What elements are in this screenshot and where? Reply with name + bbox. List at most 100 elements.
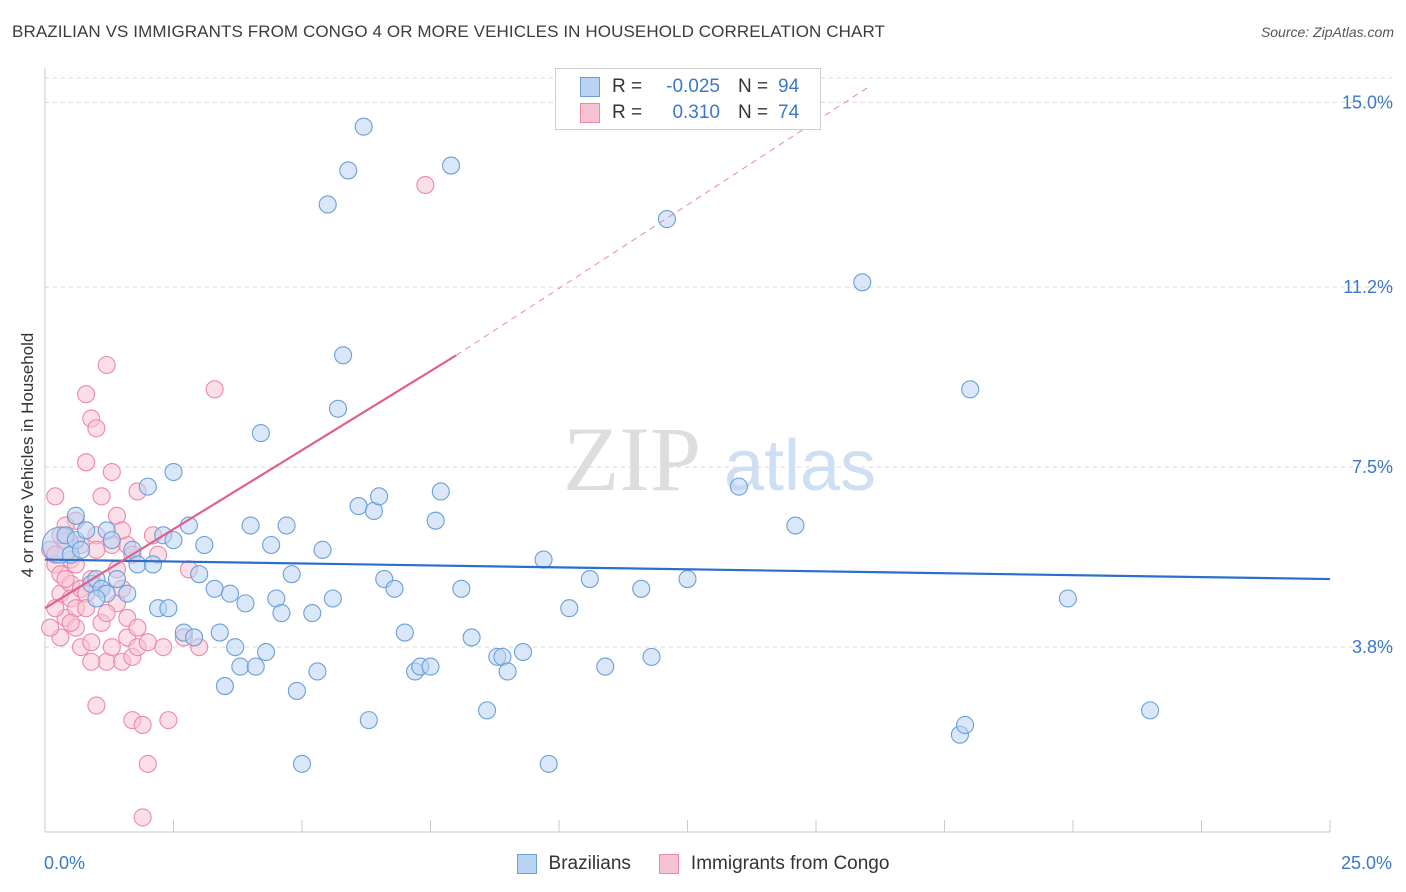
trend-lines (44, 87, 1331, 610)
brazilian-point (246, 657, 265, 676)
y-tick-label: 3.8% (1352, 637, 1393, 657)
chart-title: BRAZILIAN VS IMMIGRANTS FROM CONGO 4 OR … (12, 22, 885, 41)
stats-n-label: N = (738, 102, 769, 123)
brazilian-point (339, 161, 358, 180)
congo-point (138, 633, 157, 652)
brazilian-point (534, 550, 553, 569)
congo-point (77, 385, 96, 404)
congo-point (102, 638, 121, 657)
y-tick-label: 7.5% (1352, 457, 1393, 477)
trend-line-congo-extension (455, 87, 868, 356)
congo-point (128, 618, 147, 637)
source-credit: Source: ZipAtlas.com (1260, 24, 1394, 40)
brazilian-point (87, 589, 106, 608)
congo-point (92, 487, 111, 506)
legend-item-congo[interactable]: Immigrants from Congo (658, 853, 890, 875)
trend-line-congo (44, 354, 457, 610)
stats-r-value: -0.025 (666, 76, 720, 97)
brazilian-point (262, 535, 281, 555)
brazilian-point (164, 531, 183, 550)
brazilian-point (370, 487, 389, 506)
stats-swatch-pink (580, 103, 600, 123)
brazilian-point (431, 482, 450, 501)
stats-r-label: R = (612, 76, 643, 97)
congo-point (82, 652, 101, 671)
axes (44, 68, 1331, 833)
brazilian-point (853, 273, 872, 292)
brazilian-point (657, 210, 676, 229)
trend-line-brazilians (44, 558, 1331, 581)
brazilian-point (560, 599, 579, 618)
tick-labels: 3.8% 7.5% 11.2% 15.0% 0.0% 25.0% (44, 92, 1393, 873)
brazilian-point (1058, 589, 1077, 608)
brazilian-point (477, 701, 497, 720)
brazilian-point (292, 754, 312, 773)
y-tick-label: 15.0% (1342, 92, 1393, 112)
congo-point (102, 462, 121, 482)
brazilian-point (349, 497, 368, 516)
congo-point (97, 604, 116, 623)
brazilian-point (185, 628, 204, 647)
congo-point (82, 633, 101, 652)
congo-point (77, 453, 96, 472)
congo-point (159, 711, 178, 730)
watermark-atlas: atlas (724, 426, 876, 506)
brazilian-point (632, 579, 651, 598)
brazilian-point (498, 662, 517, 681)
brazilian-point (215, 677, 234, 696)
brazilian-point (596, 657, 615, 676)
brazilian-point (241, 516, 260, 535)
stats-box: R = -0.025 N = 94 R = 0.310 N = 74 (555, 68, 821, 130)
brazilian-point (256, 642, 276, 662)
brazilian-point (421, 657, 440, 676)
brazilian-point (107, 569, 127, 589)
congo-point (41, 618, 60, 637)
brazilian-point (961, 380, 980, 399)
brazilian-point (334, 346, 353, 365)
brazilian-point (251, 424, 270, 443)
watermark: ZIP atlas (563, 408, 876, 510)
brazilian-point (272, 604, 291, 623)
brazilian-point (328, 399, 348, 418)
legend-label: Immigrants from Congo (690, 853, 890, 874)
brazilian-point (287, 681, 306, 700)
brazilian-point (77, 521, 96, 540)
congo-point (205, 380, 224, 399)
brazilian-point (956, 715, 975, 735)
congo-point (46, 487, 65, 506)
brazilian-point (231, 657, 250, 676)
brazilian-point (71, 540, 91, 559)
legend-swatch-pink (658, 854, 679, 874)
congo-point (154, 638, 173, 657)
series-brazilians-points (41, 117, 1160, 773)
stats-r-value: 0.310 (672, 102, 720, 123)
brazilian-point (277, 516, 296, 535)
legend-label: Brazilians (548, 853, 631, 874)
brazilian-point (195, 535, 214, 555)
congo-point (87, 419, 106, 438)
watermark-zip: ZIP (563, 408, 701, 510)
congo-point (97, 355, 116, 375)
brazilian-point (308, 662, 327, 681)
brazilian-point (786, 516, 805, 535)
congo-point (61, 613, 80, 632)
stats-n-value: 74 (778, 102, 800, 123)
brazilian-point (1141, 701, 1160, 720)
congo-point (138, 754, 157, 773)
brazilian-point (318, 195, 337, 214)
legend-item-brazilians[interactable]: Brazilians (516, 853, 631, 875)
brazilian-point (359, 711, 378, 730)
brazilian-point (190, 565, 209, 584)
brazilian-point (164, 462, 183, 482)
congo-point (133, 715, 152, 735)
brazilian-point (220, 584, 240, 603)
brazilian-point (313, 540, 332, 559)
brazilian-point (385, 579, 404, 598)
y-tick-label: 11.2% (1343, 277, 1393, 297)
brazilian-point (426, 511, 445, 530)
congo-point (416, 175, 435, 195)
stats-row-brazilians: R = -0.025 N = 94 (580, 74, 799, 100)
brazilian-point (128, 555, 147, 574)
brazilian-point (642, 647, 661, 666)
